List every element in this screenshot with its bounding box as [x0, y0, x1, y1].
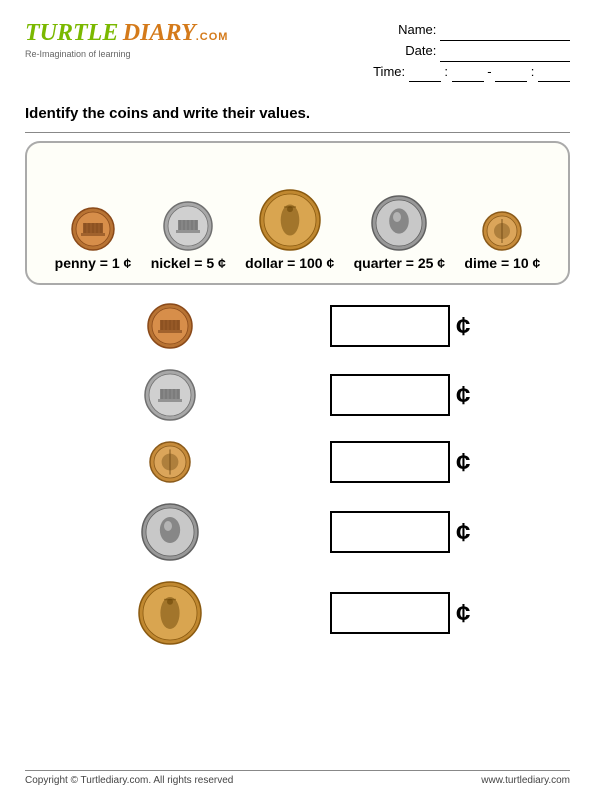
time-blank-1[interactable] — [409, 81, 441, 82]
answer-box[interactable] — [330, 374, 450, 416]
cent-sign: ¢ — [456, 380, 470, 411]
ref-nickel: nickel = 5 ¢ — [151, 201, 226, 271]
ref-dime: dime = 10 ¢ — [464, 211, 540, 271]
time-label: Time: — [373, 64, 405, 79]
ref-dollar: dollar = 100 ¢ — [245, 189, 334, 271]
cent-sign: ¢ — [456, 311, 470, 342]
ref-penny: penny = 1 ¢ — [55, 207, 132, 271]
header: TURTLE DIARY.COM Re-Imagination of learn… — [25, 20, 570, 82]
cent-sign: ¢ — [456, 447, 470, 478]
student-fields: Name: Date: Time: : - : — [373, 20, 570, 82]
problem-coin-quarter — [130, 503, 210, 561]
problem-coin-dollar — [130, 581, 210, 645]
reference-box: penny = 1 ¢ nickel = 5 ¢ — [25, 141, 570, 285]
answer-box[interactable] — [330, 511, 450, 553]
logo-part2: DIARY — [123, 20, 196, 46]
problem-coin-dime — [130, 441, 210, 483]
time-blank-3[interactable] — [495, 81, 527, 82]
time-blank-4[interactable] — [538, 81, 570, 82]
logo: TURTLE DIARY.COM Re-Imagination of learn… — [25, 20, 228, 59]
problem-row: ¢ — [25, 369, 570, 421]
problem-coin-penny — [130, 303, 210, 349]
date-label: Date: — [405, 43, 436, 58]
cent-sign: ¢ — [456, 517, 470, 548]
logo-part1: TURTLE — [25, 20, 118, 46]
name-label: Name: — [398, 22, 436, 37]
ref-quarter: quarter = 25 ¢ — [354, 195, 445, 271]
divider — [25, 132, 570, 133]
cent-sign: ¢ — [456, 598, 470, 629]
problem-row: ¢ — [25, 503, 570, 561]
problem-row: ¢ — [25, 581, 570, 645]
problem-row: ¢ — [25, 303, 570, 349]
answer-box[interactable] — [330, 592, 450, 634]
copyright: Copyright © Turtlediary.com. All rights … — [25, 775, 233, 786]
time-blank-2[interactable] — [452, 81, 484, 82]
answer-box[interactable] — [330, 441, 450, 483]
problem-row: ¢ — [25, 441, 570, 483]
footer: Copyright © Turtlediary.com. All rights … — [25, 770, 570, 786]
instruction: Identify the coins and write their value… — [25, 97, 570, 122]
problem-coin-nickel — [130, 369, 210, 421]
problems-list: ¢ ¢ ¢ — [25, 303, 570, 645]
footer-url: www.turtlediary.com — [481, 775, 570, 786]
logo-domain: .COM — [196, 31, 229, 43]
tagline: Re-Imagination of learning — [25, 49, 228, 59]
answer-box[interactable] — [330, 305, 450, 347]
